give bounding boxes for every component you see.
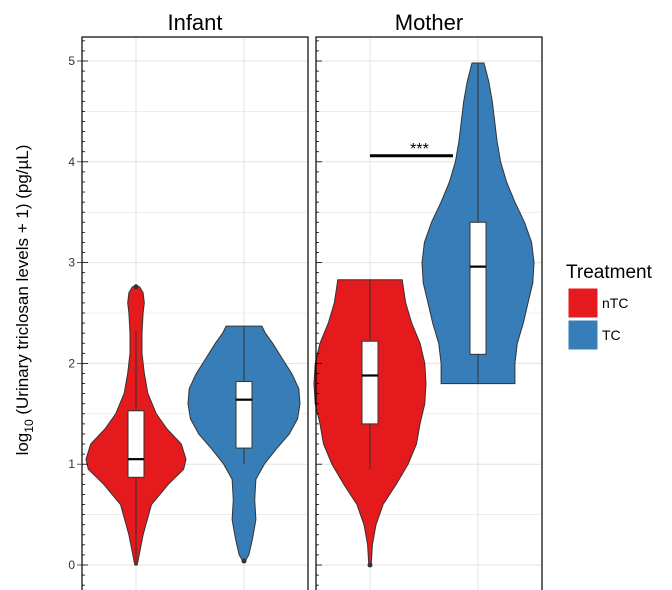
panel-title: Mother — [395, 10, 463, 35]
legend-swatch — [567, 319, 599, 351]
legend-item-tc: TC — [567, 319, 621, 351]
outlier-point — [133, 284, 139, 290]
panel-title: Infant — [167, 10, 222, 35]
outlier-point — [241, 558, 247, 564]
legend-label: TC — [602, 327, 621, 343]
y-tick-label: 1 — [68, 457, 75, 471]
legend-label: nTC — [602, 295, 628, 311]
y-tick-labels: 0 1 2 3 4 5 — [68, 54, 82, 572]
legend-title: Treatment — [566, 262, 653, 283]
panel-mother: Mother *** — [313, 10, 543, 590]
y-tick-label: 2 — [68, 356, 75, 370]
panel-infant: Infant — [81, 10, 309, 590]
violin-tc — [421, 62, 535, 385]
panel-frame — [315, 36, 543, 590]
y-axis-label-rest: (Urinary triclosan levels + 1) (pg/µL) — [13, 145, 32, 420]
box — [127, 410, 145, 478]
y-ticks — [316, 40, 322, 586]
y-axis-label-log: log — [13, 433, 32, 456]
y-axis-label: log10 (Urinary triclosan levels + 1) (pg… — [13, 145, 36, 456]
y-ticks — [82, 40, 88, 586]
y-axis-label-subscript: 10 — [22, 419, 36, 433]
y-tick-label: 0 — [68, 558, 75, 572]
facet-panels: Infant Mother *** 0 1 2 3 4 5 — [68, 10, 543, 590]
legend: Treatment nTC TC — [566, 262, 653, 351]
legend-swatch — [567, 287, 599, 319]
box — [361, 340, 379, 425]
y-tick-label: 3 — [68, 256, 75, 270]
legend-items: nTC TC — [567, 287, 628, 351]
significance-label: *** — [410, 141, 429, 158]
y-tick-label: 4 — [68, 155, 75, 169]
outlier-point — [367, 562, 373, 568]
violin-ntc — [313, 279, 427, 568]
box — [235, 381, 253, 449]
box — [469, 221, 487, 355]
gridlines — [82, 37, 308, 590]
y-tick-label: 5 — [68, 54, 75, 68]
panel-frame — [81, 36, 309, 590]
violin-tc — [187, 325, 301, 564]
legend-item-ntc: nTC — [567, 287, 628, 319]
violin-ntc — [85, 284, 187, 566]
